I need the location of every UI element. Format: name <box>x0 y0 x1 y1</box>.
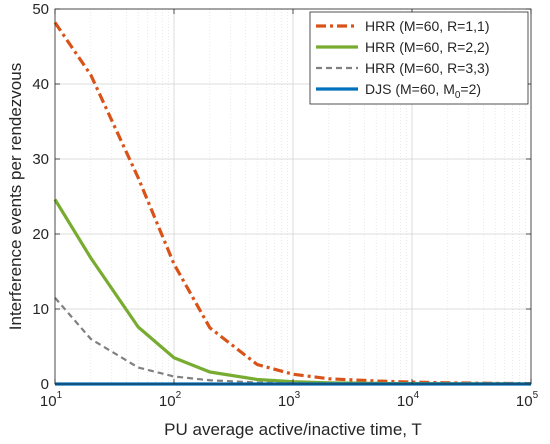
x-tick-exponent: 5 <box>533 390 539 401</box>
legend-label-1: HRR (M=60, R=1,1) <box>365 18 489 34</box>
legend-label-tail: =2) <box>460 81 481 97</box>
x-tick-label: 103 <box>278 390 301 410</box>
y-axis-label: Interference events per rendezvous <box>6 63 25 330</box>
y-tick-label: 20 <box>32 226 49 243</box>
x-axis-label: PU average active/inactive time, T <box>164 420 422 439</box>
legend-subscript: 0 <box>455 90 461 101</box>
legend-label-3: HRR (M=60, R=3,3) <box>365 60 489 76</box>
x-tick-label: 101 <box>40 390 63 410</box>
legend-label-2: HRR (M=60, R=2,2) <box>365 39 489 55</box>
x-tick-label: 104 <box>397 390 420 410</box>
y-tick-label: 40 <box>32 76 49 93</box>
x-tick-exponent: 3 <box>295 390 301 401</box>
legend: HRR (M=60, R=1,1) HRR (M=60, R=2,2) HRR (M… <box>309 11 529 105</box>
x-tick-exponent: 4 <box>414 390 420 401</box>
x-tick-exponent: 2 <box>176 390 182 401</box>
y-tick-label: 0 <box>41 376 49 393</box>
y-tick-label: 10 <box>32 301 49 318</box>
x-tick-label: 102 <box>159 390 182 410</box>
y-tick-label: 30 <box>32 151 49 168</box>
x-tick-exponent: 1 <box>57 390 63 401</box>
legend-label-4: DJS (M=60, M0=2) <box>365 81 481 101</box>
x-tick-label: 105 <box>516 390 539 410</box>
y-tick-label: 50 <box>32 1 49 18</box>
